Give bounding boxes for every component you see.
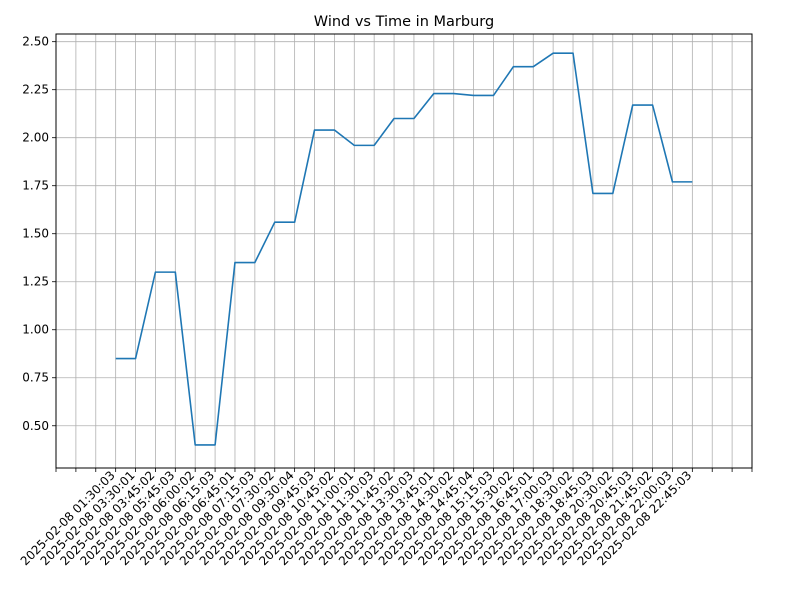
y-tick-label: 1.75 (22, 179, 49, 193)
y-tick-label: 0.50 (22, 419, 49, 433)
y-tick-label: 1.00 (22, 323, 49, 337)
y-tick-label: 1.25 (22, 275, 49, 289)
series-layer (115, 52, 693, 446)
y-ticks: 0.50 0.75 1.00 1.25 1.50 1.75 2.00 2.25 2.50 (22, 35, 56, 433)
axes-layer (55, 33, 753, 469)
y-tick-label: 2.00 (22, 131, 49, 145)
y-tick-label: 0.75 (22, 371, 49, 385)
y-tick-label: 1.50 (22, 227, 49, 241)
y-tick-label: 2.50 (22, 35, 49, 49)
y-tick-label: 2.25 (22, 83, 49, 97)
grid-layer (56, 34, 752, 468)
chart-title: Wind vs Time in Marburg (314, 14, 494, 30)
series-line (115, 52, 693, 446)
plot-frame (55, 33, 753, 469)
